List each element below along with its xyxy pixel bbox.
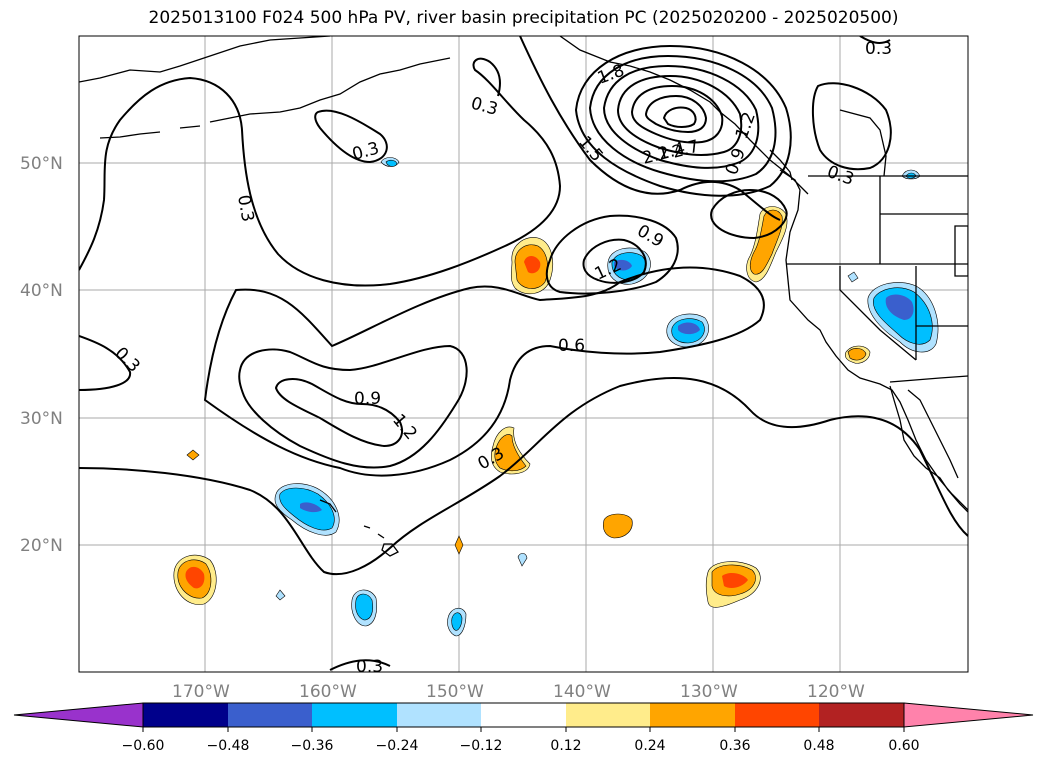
state-border-id <box>879 176 968 264</box>
precip-blob <box>517 553 528 567</box>
lon-label: 160°W <box>299 682 357 702</box>
state-border-ca-nv <box>839 266 917 361</box>
contour-label: 0.3 <box>233 193 257 223</box>
pv-contour-0.3 <box>79 377 968 576</box>
map-title: 2025013100 F024 500 hPa PV, river basin … <box>148 8 899 28</box>
colorbar-tick-label: 0.36 <box>719 738 750 754</box>
lat-label: 50°N <box>20 154 63 174</box>
state-border-ut <box>954 225 968 277</box>
precip-blob <box>275 589 286 601</box>
colorbar-tick-label: −0.36 <box>291 738 334 754</box>
precip-blob <box>678 322 700 335</box>
contour-label: 0.3 <box>865 39 892 59</box>
precip-blob <box>524 256 541 274</box>
precip-blob <box>885 294 914 320</box>
colorbar-bin <box>819 703 904 727</box>
pv-contour-3.3 <box>662 106 697 128</box>
coastline-alaska <box>79 36 331 83</box>
pv-contour-0.9 <box>238 344 468 469</box>
lon-label: 170°W <box>172 682 230 702</box>
colorbar-over-arrow <box>903 702 1034 728</box>
colorbar-tick-label: 0.48 <box>803 738 834 754</box>
pv-contour-0.6 <box>203 266 765 477</box>
pv-contour-0.3 <box>859 36 891 44</box>
pv-contour-1.2 <box>582 238 647 284</box>
pv-contour-0.3 <box>79 335 132 391</box>
colorbar-tick-label: 0.12 <box>550 738 581 754</box>
precip-blob <box>186 449 200 461</box>
colorbar-tick-label: −0.12 <box>460 738 503 754</box>
precip-blob <box>722 573 748 588</box>
pv-contours <box>79 36 968 671</box>
pv-contour-0.3 <box>519 36 781 221</box>
islands-hawaii <box>319 499 399 557</box>
pv-contour-0.3 <box>811 82 892 171</box>
pv-contour-0.3 <box>79 57 562 287</box>
lat-label: 40°N <box>20 281 63 301</box>
precip-blob <box>603 513 633 539</box>
pv-contour-2.7 <box>630 84 724 144</box>
precip-blob <box>847 271 859 283</box>
precip-blob <box>454 535 464 555</box>
colorbar-bin <box>312 703 397 727</box>
pv-contour-0.3 <box>329 659 391 671</box>
precip-blob <box>614 259 632 271</box>
colorbar-bin <box>650 703 735 727</box>
state-border-canada-prov <box>839 109 887 177</box>
contour-label: 0.3 <box>356 657 383 677</box>
lon-label: 140°W <box>553 682 611 702</box>
colorbar-tick-label: −0.24 <box>376 738 419 754</box>
coastline-gulf-ca <box>907 389 959 479</box>
colorbar-bin <box>566 703 650 727</box>
precip-blob <box>355 593 374 621</box>
colorbar-bin <box>481 703 566 727</box>
colorbar-bin <box>228 703 312 727</box>
colorbar-tick-label: −0.48 <box>207 738 250 754</box>
lon-label: 130°W <box>680 682 738 702</box>
latitude-labels: 50°N 40°N 30°N 20°N <box>20 154 63 556</box>
pv-contour-1.2 <box>274 378 403 448</box>
colorbar: −0.60 −0.48 −0.36 −0.24 −0.12 0.12 0.24 … <box>13 702 1034 754</box>
colorbar-bin <box>397 703 481 727</box>
border-us-mexico <box>889 375 968 383</box>
lat-label: 30°N <box>20 409 63 429</box>
coastlines <box>79 36 968 557</box>
lat-label: 20°N <box>20 536 63 556</box>
precip-blob <box>847 348 867 361</box>
pv-contour-3.0 <box>644 94 708 134</box>
precip-blob <box>185 566 205 589</box>
contour-label: 0.6 <box>558 336 585 356</box>
lon-label: 120°W <box>807 682 865 702</box>
colorbar-frame <box>142 702 905 728</box>
map-frame <box>78 35 969 673</box>
precip-blob <box>451 612 463 631</box>
colorbar-tick-label: 0.60 <box>888 738 919 754</box>
colorbar-bin <box>143 703 228 727</box>
contour-label: 0.9 <box>354 389 381 409</box>
colorbar-tick-label: 0.24 <box>634 738 665 754</box>
pv-contour-0.3 <box>710 188 788 240</box>
colorbar-under-arrow <box>13 702 144 728</box>
precip-blob <box>749 209 783 275</box>
pv-contour-1.5 <box>574 44 792 197</box>
pv-contour-1.8 <box>588 54 777 183</box>
pv-contour-0.3 <box>314 109 388 164</box>
pv-contour-2.1 <box>602 64 760 169</box>
pv-contour-0.9 <box>545 214 679 295</box>
precipitation-blobs <box>173 157 939 637</box>
colorbar-tick-labels: −0.60 −0.48 −0.36 −0.24 −0.12 0.12 0.24 … <box>122 738 920 754</box>
pv-contour-2.4 <box>616 74 743 156</box>
coastline-baja <box>889 385 968 513</box>
colorbar-tick-label: −0.60 <box>122 738 165 754</box>
precip-blob <box>300 502 322 513</box>
precip-blob <box>385 159 398 167</box>
longitude-labels: 170°W 160°W 150°W 140°W 130°W 120°W <box>172 682 865 702</box>
lon-label: 150°W <box>426 682 484 702</box>
colorbar-bin <box>735 703 819 727</box>
